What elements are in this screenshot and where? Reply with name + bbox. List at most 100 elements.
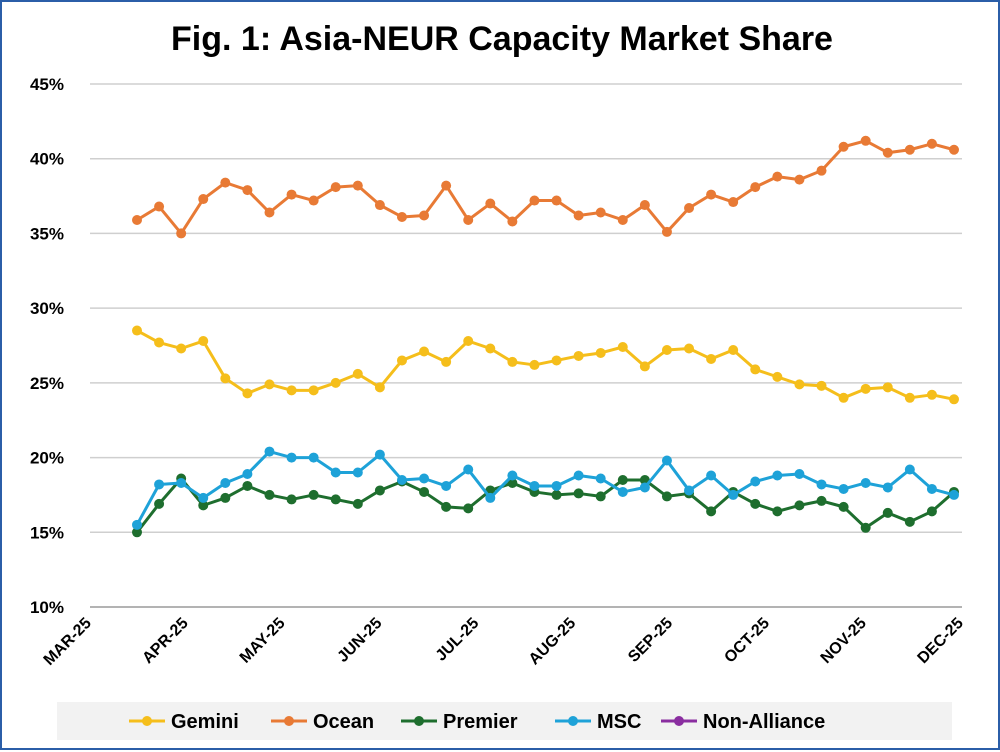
data-point [816,495,827,506]
data-point [330,467,341,478]
legend-label: Non-Alliance [703,711,825,733]
data-point [926,138,937,149]
data-point [882,482,893,493]
data-point [860,522,871,533]
series-line [135,450,955,526]
data-point [154,479,165,490]
data-point [706,470,717,481]
data-point [132,519,142,530]
data-point [264,379,275,390]
data-point [794,500,805,511]
legend-label: Ocean [313,711,374,733]
data-point [198,500,209,511]
gridlines [90,83,962,608]
data-point [198,492,209,503]
data-point [352,467,363,478]
data-point [198,194,209,205]
data-point [352,498,363,509]
series-ocean [132,135,959,239]
data-point [706,189,717,200]
data-point [949,394,959,405]
data-point [374,382,385,393]
data-point [882,382,893,393]
data-point [706,506,717,517]
data-point [485,198,496,209]
data-point [860,477,871,488]
data-point [330,494,341,505]
data-point [728,489,739,500]
data-point [573,210,584,221]
data-point [396,474,407,485]
series-premier [132,473,959,538]
data-point [507,477,518,488]
data-point [816,479,827,490]
data-point [551,489,562,500]
data-point [485,343,496,354]
data-point [286,385,297,396]
data-point [661,455,672,466]
data-point [132,527,142,538]
data-point [529,480,540,491]
data-point [595,473,606,484]
data-point [661,344,672,355]
y-tick-label: 15% [30,523,64,542]
data-point [551,195,562,206]
data-point [551,480,562,491]
legend-item: MSC [555,711,641,733]
data-point [132,214,142,225]
data-point [396,355,407,366]
data-point [441,501,452,512]
data-point [308,489,319,500]
data-point [352,368,363,379]
data-point [463,503,474,514]
data-point [242,388,253,399]
data-point [441,180,452,191]
y-tick-label: 40% [30,150,64,169]
data-point [772,171,783,182]
data-point [176,343,187,354]
data-point [904,144,915,155]
data-point [264,207,275,218]
legend: Gemini Ocean Premier MSC Non-Alliance [129,711,825,733]
data-point [882,507,893,518]
data-point [573,488,584,499]
data-point [286,189,297,200]
data-point [330,182,341,193]
data-point [352,180,363,191]
data-point [264,446,275,457]
x-tick-label: APR-25 [139,615,191,667]
data-point [904,392,915,403]
data-point [308,385,319,396]
data-point [860,135,871,146]
data-point [750,364,761,375]
data-point [794,379,805,390]
data-point [595,207,606,218]
data-point [264,489,275,500]
series-lines [132,135,959,538]
data-point [551,355,562,366]
series-msc [132,446,959,530]
chart-title: Fig. 1: Asia-NEUR Capacity Market Share [171,20,833,58]
data-point [728,344,739,355]
y-tick-label: 30% [30,299,64,318]
x-axis-ticks: MAR-25 APR-25 MAY-25 JUN-25 JUL-25 AUG-25 SEP-… [41,615,967,669]
data-point [684,343,695,354]
data-point [242,480,253,491]
data-point [838,392,849,403]
data-point [617,214,628,225]
x-tick-label: JUL-25 [433,615,483,665]
data-point [728,197,739,208]
data-point [330,377,341,388]
data-point [661,226,672,237]
data-point [529,195,540,206]
data-point [308,452,319,463]
data-point [132,325,142,336]
data-point [396,211,407,222]
legend-swatch-marker [568,716,578,726]
data-point [441,480,452,491]
data-point [441,356,452,367]
legend-swatch-marker [284,716,294,726]
data-point [176,477,187,488]
x-tick-label: NOV-25 [818,615,870,667]
data-point [904,516,915,527]
